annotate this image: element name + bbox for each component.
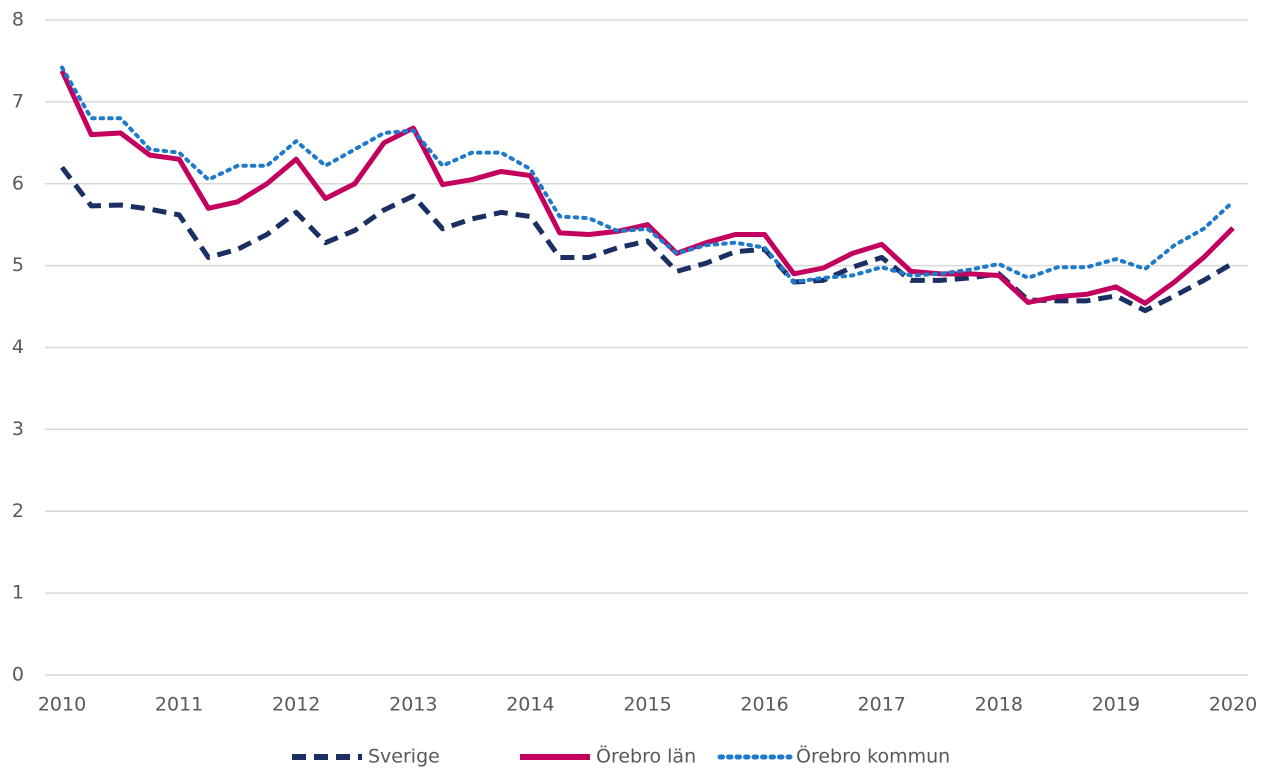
x-tick-label: 2020 bbox=[1209, 694, 1257, 716]
legend-label: Örebro län bbox=[596, 745, 696, 768]
y-tick-label: 0 bbox=[12, 664, 24, 686]
y-tick-label: 3 bbox=[12, 418, 24, 440]
x-tick-label: 2017 bbox=[858, 694, 906, 716]
x-tick-label: 2014 bbox=[506, 694, 554, 716]
legend-label: Örebro kommun bbox=[796, 745, 950, 768]
y-tick-label: 7 bbox=[12, 90, 24, 112]
series-line bbox=[59, 69, 1235, 306]
x-tick-label: 2013 bbox=[389, 694, 437, 716]
y-tick-label: 2 bbox=[12, 500, 24, 522]
x-tick-label: 2011 bbox=[155, 694, 203, 716]
x-tick-label: 2016 bbox=[740, 694, 788, 716]
x-tick-label: 2010 bbox=[38, 694, 86, 716]
x-tick-label: 2018 bbox=[975, 694, 1023, 716]
x-tick-label: 2019 bbox=[1092, 694, 1140, 716]
legend-label: Sverige bbox=[368, 746, 440, 768]
y-tick-label: 4 bbox=[12, 336, 24, 358]
series-line bbox=[60, 165, 1235, 314]
series-line bbox=[60, 65, 1235, 284]
y-tick-label: 1 bbox=[12, 582, 24, 604]
x-tick-label: 2015 bbox=[623, 694, 671, 716]
y-tick-label: 8 bbox=[12, 9, 24, 31]
y-tick-label: 6 bbox=[12, 172, 24, 194]
x-tick-label: 2012 bbox=[272, 694, 320, 716]
y-tick-label: 5 bbox=[12, 254, 24, 276]
